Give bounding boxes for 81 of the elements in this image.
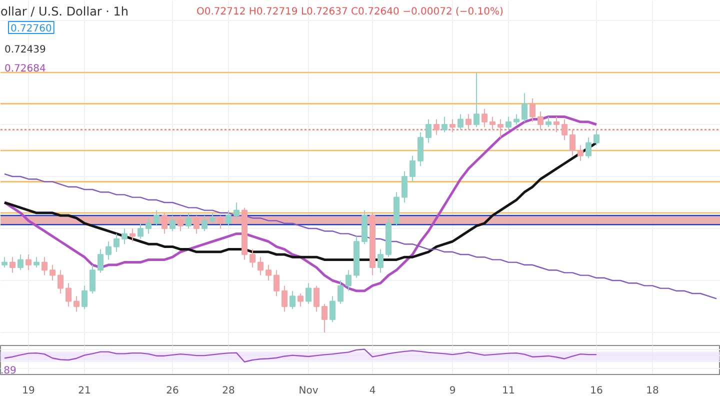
candlestick (586, 137, 592, 159)
x-tick-label: 11 (502, 386, 515, 396)
candlestick (66, 282, 72, 307)
candlestick (410, 155, 416, 182)
candlestick (234, 202, 240, 219)
annotation: 0.72684 (4, 64, 46, 74)
candlestick (290, 290, 296, 310)
candlestick (106, 241, 112, 260)
x-tick-label: Nov (298, 386, 318, 396)
candlestick (490, 116, 496, 130)
x-tick-label: 4 (369, 386, 376, 396)
candlestick (346, 270, 352, 292)
candlestick (506, 116, 512, 130)
x-tick-label: 28 (222, 386, 235, 396)
text: .89 (0, 366, 16, 376)
candlestick (522, 92, 528, 122)
candlestick (90, 264, 96, 294)
candlestick (554, 116, 560, 133)
candlestick (530, 98, 536, 122)
candlestick (338, 280, 344, 304)
candlestick (58, 270, 64, 294)
x-tick-label: 21 (78, 386, 91, 396)
candlestick (98, 248, 104, 274)
candlestick (442, 116, 448, 133)
candlestick (562, 118, 568, 141)
candlestick (474, 72, 480, 128)
candlestick (434, 118, 440, 136)
candlestick (514, 114, 520, 125)
text: O0.72712 H0.72719 L0.72637 C0.72640 −0.00072 (−0.10%) (196, 6, 504, 18)
candlestick (82, 285, 88, 310)
candlestick (42, 256, 48, 276)
candlestick (146, 218, 152, 234)
candlestick (546, 116, 552, 128)
x-tick-label: 9 (449, 386, 456, 396)
candlestick (130, 228, 136, 242)
candlestick (426, 118, 432, 144)
candlestick (498, 118, 504, 138)
candlestick (266, 264, 272, 281)
chart-title: ollar / U.S. Dollar · 1h (0, 4, 129, 18)
candlestick (570, 129, 576, 156)
candlestick (18, 254, 24, 271)
candlestick (418, 132, 424, 167)
candlestick (378, 248, 384, 274)
candlestick (50, 264, 56, 281)
candlestick (466, 114, 472, 130)
candlestick (274, 270, 280, 297)
candlestick (154, 210, 160, 226)
candlestick (170, 215, 176, 232)
candlestick (186, 212, 192, 229)
candlestick (314, 285, 320, 312)
candlestick (330, 296, 336, 323)
candlestick (74, 296, 80, 312)
candlestick (282, 285, 288, 312)
candlestick (450, 118, 456, 133)
candlestick (2, 256, 8, 268)
candlestick (202, 215, 208, 232)
candlestick (114, 233, 120, 252)
candlestick (258, 256, 264, 276)
candlestick (26, 254, 32, 271)
candlestick (458, 114, 464, 130)
candlestick (34, 256, 40, 268)
candlestick (226, 210, 232, 226)
x-tick-label: 19 (22, 386, 35, 396)
candlestick (402, 170, 408, 203)
candlestick (538, 111, 544, 130)
text: 0.72439 (4, 44, 46, 56)
x-tick-label: 18 (646, 386, 659, 396)
x-tick-label: 26 (166, 386, 179, 396)
candlestick (482, 108, 488, 128)
candlestick (306, 282, 312, 304)
text: 0.72760 (10, 24, 52, 34)
candlestick (122, 228, 128, 245)
x-tick-label: 16 (590, 386, 603, 396)
candlestick (322, 303, 328, 333)
candlestick (250, 248, 256, 268)
candlestick (138, 222, 144, 240)
candlestick (10, 256, 16, 274)
candlestick (594, 129, 600, 146)
candlestick (298, 293, 304, 307)
candlestick (210, 212, 216, 224)
candlestick (578, 144, 584, 162)
